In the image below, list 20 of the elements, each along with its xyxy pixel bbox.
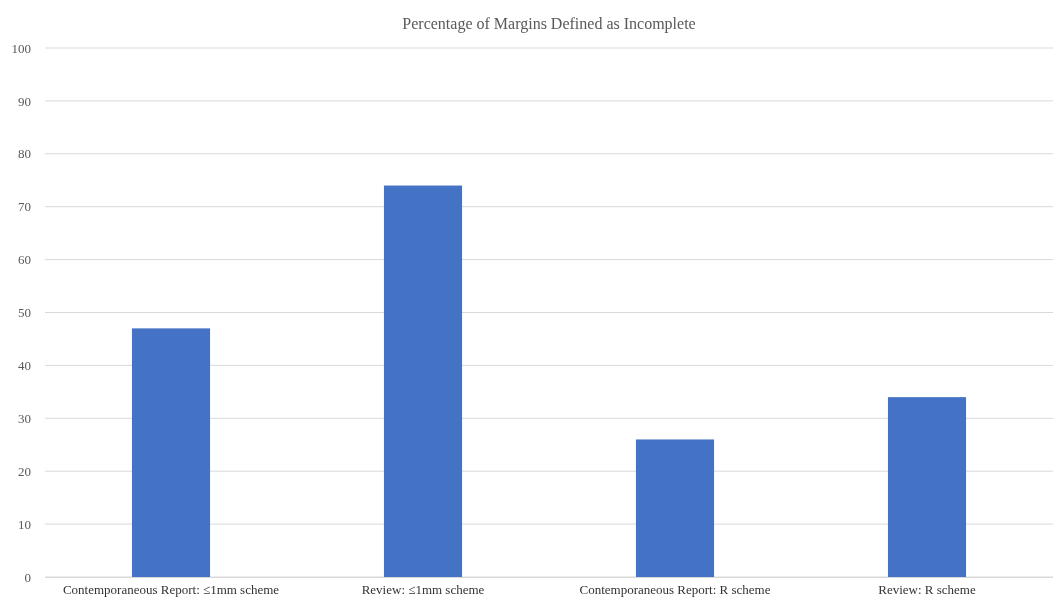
x-tick-label: Contemporaneous Report: R scheme bbox=[579, 582, 771, 598]
bar bbox=[383, 185, 463, 577]
chart-title: Percentage of Margins Defined as Incomplete bbox=[402, 15, 696, 33]
bar bbox=[887, 397, 967, 577]
y-tick-label: 70 bbox=[18, 199, 31, 215]
bar bbox=[131, 328, 211, 577]
y-tick-label: 20 bbox=[18, 463, 31, 479]
y-tick-label: 60 bbox=[18, 252, 31, 268]
y-tick-label: 90 bbox=[18, 93, 31, 109]
y-tick-label: 80 bbox=[18, 146, 31, 162]
bar bbox=[635, 439, 715, 577]
y-tick-label: 30 bbox=[18, 410, 31, 426]
y-tick-label: 40 bbox=[18, 358, 31, 374]
x-tick-label: Contemporaneous Report: ≤1mm scheme bbox=[62, 582, 280, 598]
y-tick-label: 10 bbox=[18, 516, 31, 532]
y-tick-label: 0 bbox=[24, 569, 31, 585]
x-tick-label: Review: ≤1mm scheme bbox=[361, 582, 485, 598]
y-tick-label: 100 bbox=[11, 40, 31, 56]
y-tick-label: 50 bbox=[18, 305, 31, 321]
x-tick-label: Review: R scheme bbox=[878, 582, 976, 598]
